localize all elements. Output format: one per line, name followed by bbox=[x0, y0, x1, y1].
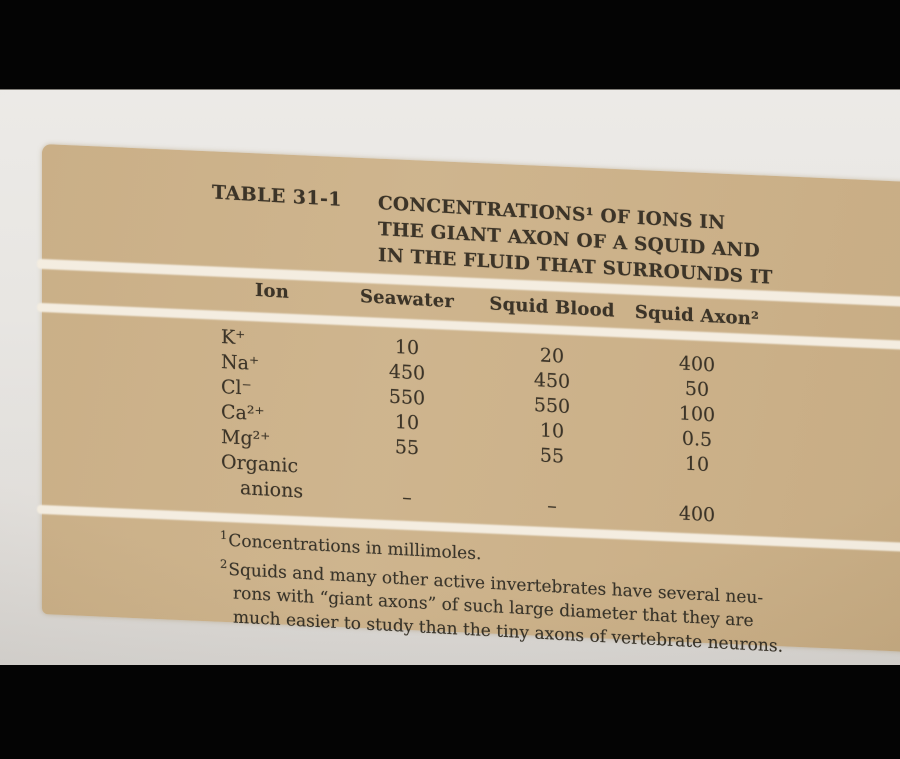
footnote-marker: 1 bbox=[220, 527, 229, 543]
footnotes: 1Concentrations in millimoles. 2Squids an… bbox=[220, 524, 788, 660]
value-cell: 400 bbox=[678, 502, 716, 527]
column-header: Squid Blood bbox=[489, 293, 615, 322]
book-page-photo: TABLE 31-1 CONCENTRATIONS¹ OF IONS IN THE… bbox=[0, 89, 900, 666]
value-cell: – bbox=[402, 486, 412, 509]
footnote-marker: 2 bbox=[220, 556, 229, 572]
table-number-label: TABLE 31-1 bbox=[212, 181, 342, 211]
letterbox-bottom bbox=[0, 665, 900, 759]
table-panel: TABLE 31-1 CONCENTRATIONS¹ OF IONS IN THE… bbox=[37, 144, 900, 657]
ion-label: Organic anions bbox=[221, 450, 304, 503]
table-body: K⁺ 10 20 400 Na⁺ 450 450 50 Cl⁻ 550 550 100 Ca²⁺ 10 10… bbox=[212, 324, 772, 531]
letterbox-top bbox=[0, 0, 900, 89]
column-header: Ion bbox=[254, 279, 290, 303]
column-header: Seawater bbox=[359, 285, 455, 313]
column-header: Squid Axon² bbox=[634, 301, 760, 330]
ion-concentration-table: Ion Seawater Squid Blood Squid Axon² K⁺ 10 20… bbox=[212, 275, 772, 531]
value-cell: – bbox=[547, 494, 557, 518]
